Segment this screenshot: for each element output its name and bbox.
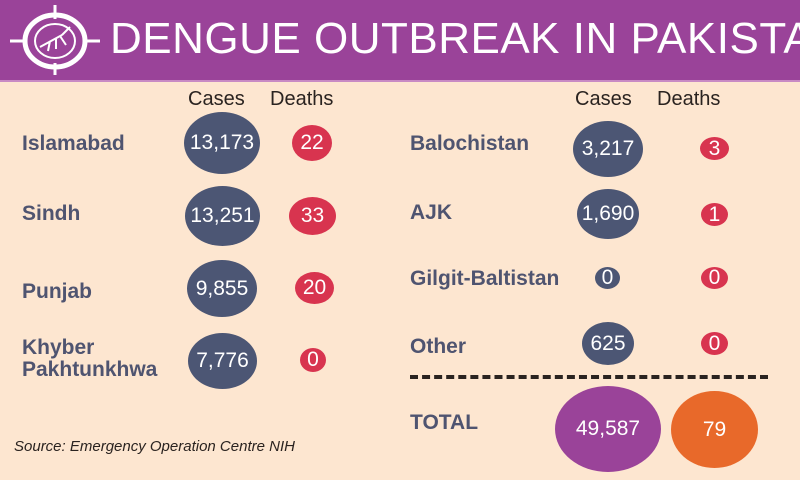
cases-bubble: 13,251 — [185, 186, 260, 246]
cases-column-header: Cases — [188, 88, 245, 110]
cases-bubble: 0 — [595, 266, 620, 289]
cases-column-header: Cases — [575, 88, 632, 110]
cases-bubble: 13,173 — [184, 112, 260, 174]
deaths-bubble: 0 — [300, 348, 326, 372]
deaths-bubble: 0 — [701, 332, 728, 355]
mosquito-target-icon — [10, 5, 100, 75]
deaths-bubble: 1 — [701, 203, 728, 226]
cases-bubble: 9,855 — [187, 260, 257, 317]
region-label: Gilgit-Baltistan — [410, 267, 560, 290]
deaths-bubble: 3 — [700, 137, 729, 160]
total-cases-bubble: 49,587 — [555, 386, 661, 472]
total-deaths-bubble: 79 — [671, 391, 758, 468]
region-label: Khyber — [22, 336, 95, 359]
total-label: TOTAL — [410, 411, 479, 434]
deaths-bubble: 33 — [289, 197, 336, 235]
region-label: Punjab — [22, 280, 93, 303]
deaths-bubble: 20 — [295, 272, 334, 304]
total-divider — [410, 375, 768, 379]
region-label: Balochistan — [410, 132, 530, 155]
region-label: Pakhtunkhwa — [22, 358, 158, 381]
region-label: Other — [410, 335, 467, 358]
deaths-bubble: 22 — [292, 125, 332, 161]
region-label: Islamabad — [22, 132, 125, 155]
cases-bubble: 625 — [582, 322, 634, 365]
deaths-bubble: 0 — [701, 266, 728, 289]
header: DENGUE OUTBREAK IN PAKISTAN — [0, 0, 800, 82]
cases-bubble: 7,776 — [188, 333, 257, 389]
source-note: Source: Emergency Operation Centre NIH — [14, 438, 295, 455]
cases-bubble: 1,690 — [577, 189, 639, 239]
region-label: Sindh — [22, 202, 81, 225]
deaths-column-header: Deaths — [270, 88, 334, 110]
cases-bubble: 3,217 — [573, 121, 643, 177]
deaths-column-header: Deaths — [657, 88, 721, 110]
region-label: AJK — [410, 201, 453, 224]
page-title: DENGUE OUTBREAK IN PAKISTAN — [110, 14, 800, 63]
